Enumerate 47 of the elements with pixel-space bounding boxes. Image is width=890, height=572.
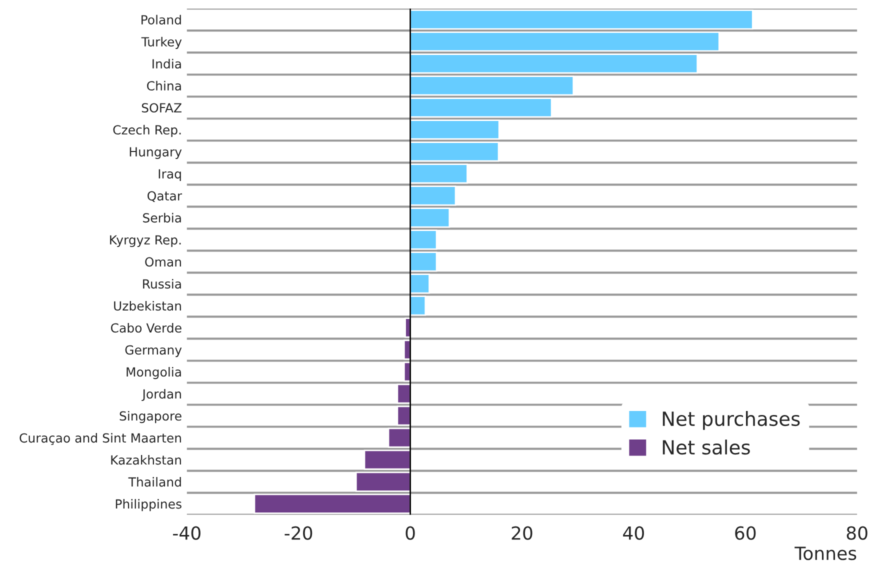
y-tick-label: Curaçao and Sint Maarten [20,433,181,445]
y-tick-label: Czech Rep. [113,124,181,137]
bar [410,274,430,294]
y-tick-label: Uzbekistan [114,300,181,311]
bar [410,186,456,206]
bar [410,230,438,250]
x-tick-label: -40 [173,526,200,540]
bar [410,142,500,162]
y-tick-label: India [152,58,181,69]
bar [410,98,552,118]
bar [410,120,500,140]
bar [410,252,438,272]
bar [410,208,450,228]
y-tick-label: Germany [125,345,182,358]
y-tick-label: Russia [143,278,181,289]
y-tick-label: Oman [145,257,181,267]
y-tick-label: Philippines [116,499,182,512]
bar [410,10,754,30]
y-tick-label: Singapore [120,411,182,424]
y-tick-label: China [147,80,181,91]
x-tick-label: 60 [735,526,756,540]
bar [410,32,720,52]
y-tick-label: Qatar [148,191,182,202]
y-tick-label: Kazakhstan [111,455,181,465]
y-tick-label: Jordan [142,389,181,401]
y-tick-label: Mongolia [126,366,181,380]
y-tick-label: Turkey [141,36,182,49]
y-tick-label: Iraq [158,169,181,181]
x-axis-title: Tonnes [794,546,856,560]
y-tick-label: Poland [142,14,181,25]
y-tick-label: Cabo Verde [110,322,182,333]
legend-label: Net purchases [662,411,800,430]
y-tick-label: Kyrgyz Rep. [110,235,181,248]
bar [410,54,698,74]
y-tick-label: Hungary [130,147,182,159]
x-tick-label: 80 [846,526,868,540]
bar [410,296,426,316]
y-tick-label: Serbia [143,212,181,223]
y-tick-label: SOFAZ [142,103,182,113]
x-tick-label: 40 [623,526,644,540]
y-tick-label: Thailand [128,477,181,487]
legend-label: Net sales [662,440,750,455]
x-tick-label: 0 [406,526,415,540]
x-tick-label: -20 [284,526,312,540]
x-tick-label: 20 [512,526,532,540]
bar [410,76,574,96]
bar [410,164,468,184]
